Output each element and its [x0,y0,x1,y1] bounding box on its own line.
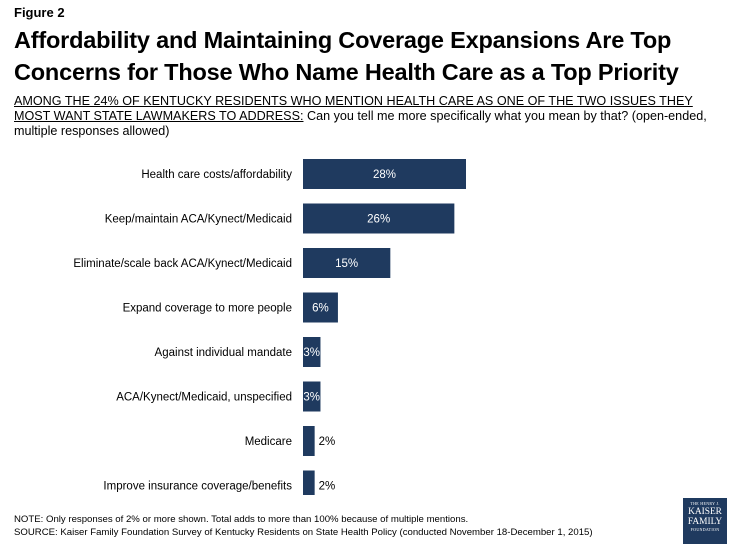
value-label-health-care-costs-affordability: 28% [373,169,396,181]
category-label-health-care-costs-affordability: Health care costs/affordability [141,169,292,181]
chart-title: Affordability and Maintaining Coverage E… [14,27,679,85]
figure-label: Figure 2 [14,5,65,20]
category-label-keep-maintain-aca-kynect-medicaid: Keep/maintain ACA/Kynect/Medicaid [105,214,292,226]
category-label-aca-kynect-medicaid-unspecified: ACA/Kynect/Medicaid, unspecified [116,392,292,404]
subtitle-lead: AMONG THE 24% OF KENTUCKY RESIDENTS WHO … [14,94,693,123]
value-label-aca-kynect-medicaid-unspecified: 3% [303,392,320,404]
value-label-medicare: 2% [319,436,336,448]
bar-chart: Health care costs/affordability 28% Keep/m… [73,159,466,495]
bar-aca-kynect-medicaid-unspecified [303,381,321,412]
value-label-eliminate-scale-back-aca-kynect-medicaid: 15% [335,258,358,270]
category-label-expand-coverage-to-more-people: Expand coverage to more people [123,303,292,315]
bar-against-individual-mandate [303,337,321,367]
logo-line-4: FOUNDATION [690,527,720,532]
bar-improve-insurance-coverage-benefits [303,470,315,495]
logo-line-3: FAMILY [687,517,723,527]
bar-health-care-costs-affordability [303,159,466,189]
value-label-improve-insurance-coverage-benefits: 2% [319,481,336,493]
footer-source: SOURCE: Kaiser Family Foundation Survey … [14,526,593,538]
value-label-against-individual-mandate: 3% [303,347,320,359]
bar-eliminate-scale-back-aca-kynect-medicaid [303,248,391,278]
bar-keep-maintain-aca-kynect-medicaid [303,203,455,234]
footer: NOTE: Only responses of 2% or more shown… [14,514,654,539]
logo-line-1: THE HENRY J. [690,501,720,506]
footer-note: NOTE: Only responses of 2% or more shown… [14,514,469,525]
subtitle-question: Can you tell me more specifically what y… [14,109,707,138]
kff-logo: THE HENRY J. KAISER FAMILY FOUNDATION [683,498,727,544]
category-label-improve-insurance-coverage-benefits: Improve insurance coverage/benefits [103,481,292,493]
category-label-against-individual-mandate: Against individual mandate [155,347,292,359]
category-label-medicare: Medicare [245,436,292,448]
bar-expand-coverage-to-more-people [303,292,338,323]
value-label-keep-maintain-aca-kynect-medicaid: 26% [367,214,390,226]
chart-subtitle: AMONG THE 24% OF KENTUCKY RESIDENTS WHO … [14,94,726,139]
bar-medicare [303,426,315,456]
category-label-eliminate-scale-back-aca-kynect-medicaid: Eliminate/scale back ACA/Kynect/Medicaid [73,258,292,270]
logo-line-2: KAISER [688,507,722,517]
value-label-expand-coverage-to-more-people: 6% [312,303,329,315]
